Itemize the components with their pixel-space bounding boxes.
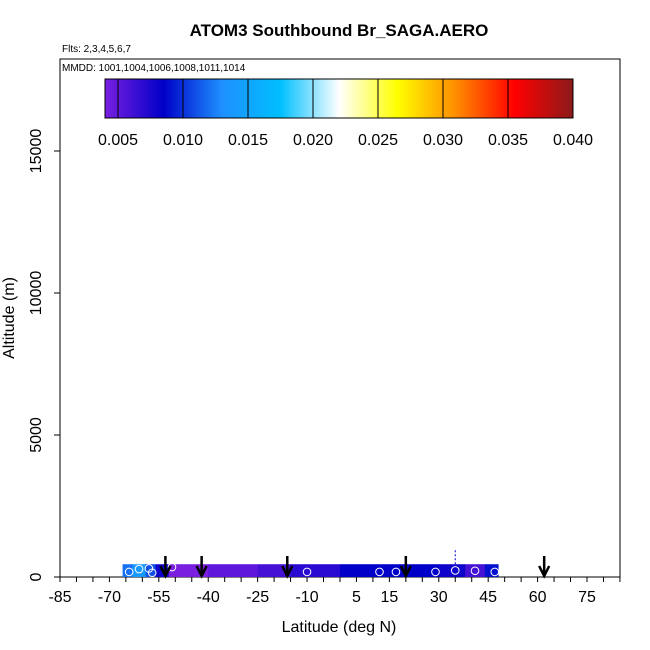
data-point-marker [147,568,157,578]
colorbar-tick-label: 0.015 [228,132,268,149]
x-tick-label: -40 [197,589,220,606]
x-tick-label: -85 [48,589,71,606]
plot-frame [59,58,621,578]
arrow-markers [159,556,551,579]
band-segment [339,564,440,577]
data-point-marker [124,567,134,577]
colorbar-tick-label: 0.040 [553,132,593,149]
x-tick-label: 15 [380,589,398,606]
data-point-marker [391,567,401,577]
x-tick-label: 5 [352,589,361,606]
data-point-marker [134,564,144,574]
y-axis-label: Altitude (m) [1,277,18,359]
data-point-marker [375,567,384,577]
x-tick-label: -25 [246,589,269,606]
band-segment [290,564,341,577]
x-tick-label: 75 [578,589,596,606]
y-tick-label: 15000 [28,129,45,174]
band-segment [208,564,259,577]
band-segment [484,564,499,577]
y-tick-label: 10000 [28,271,45,316]
flights-note: Flts: 2,3,4,5,6,7 [62,44,131,55]
data-point-marker [431,567,440,577]
band-segment [438,564,466,577]
x-tick-label: 30 [430,589,448,606]
data-point-marker [167,562,177,572]
x-axis: -85 -70 -55 -40 -25 -10 5 15 30 45 60 75 [48,577,621,606]
colorbar-tick-label: 0.020 [293,132,333,149]
arrow-head [281,565,294,579]
colorbar-fill [104,78,574,119]
arrow-head [538,565,551,579]
y-tick-label: 0 [28,572,45,581]
data-point-marker [450,566,460,575]
colorbar-tick-label: 0.025 [358,132,398,149]
band-segment [145,564,157,577]
colorbar-tick-label: 0.005 [98,132,138,149]
data-point-marker [302,567,312,577]
y-axis: 0 5000 10000 15000 [28,129,60,581]
colorbar-tick-label: 0.035 [488,132,528,149]
x-tick-label: -55 [147,589,170,606]
colorbar [104,78,574,119]
x-tick-label: 45 [479,589,497,606]
arrow-head [159,565,172,579]
band-segment [122,564,133,577]
colorbar-tick-label: 0.030 [423,132,463,149]
x-tick-label: 60 [529,589,547,606]
arrow-head [399,565,412,579]
data-markers [124,562,500,578]
colorbar-tick-label: 0.010 [163,132,203,149]
x-axis-label: Latitude (deg N) [282,619,397,636]
band-segment [465,564,486,577]
x-tick-label: -10 [295,589,318,606]
x-tick-label: -70 [98,589,121,606]
arrow-head [195,565,208,579]
y-tick-label: 5000 [28,417,45,453]
data-point-marker [490,567,500,577]
chart-title: ATOM3 Southbound Br_SAGA.AERO [190,21,489,40]
data-point-marker [470,566,480,576]
dates-note: MMDD: 1001,1004,1006,1008,1011,1014 [62,63,246,74]
band-segment [132,564,147,577]
colorbar-ticks: 0.005 0.010 0.015 0.020 0.025 0.030 0.035 0.040 [98,79,593,149]
